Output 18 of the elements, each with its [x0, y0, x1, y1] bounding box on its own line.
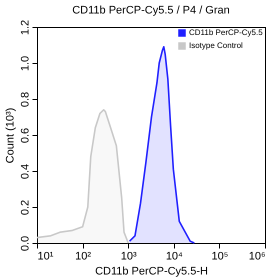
y-tick-label: 0.6 [20, 128, 32, 144]
y-tick-label: 1.2 [20, 20, 32, 36]
y-tick-label: 0.8 [20, 92, 32, 108]
y-tick-label: 0.2 [20, 200, 32, 216]
x-tick-label: 10³ [120, 250, 137, 262]
x-tick-label: 10⁶ [248, 250, 266, 262]
y-tick-label: 1.0 [20, 56, 32, 72]
legend-label: CD11b PerCP-Cy5.5 [189, 28, 264, 37]
x-tick-label: 10² [75, 250, 92, 262]
x-tick-label: 10¹ [38, 250, 54, 262]
y-axis-title: Count (10³) [4, 108, 16, 164]
y-tick-label: 0.0 [20, 236, 32, 252]
y-tick-label: 0.4 [20, 164, 32, 180]
chart-title: CD11b PerCP-Cy5.5 / P4 / Gran [72, 4, 230, 16]
x-tick-label: 10⁴ [166, 250, 184, 262]
x-tick-label: 10⁵ [212, 250, 228, 262]
x-axis-title: CD11b PerCP-Cy5.5-H [95, 266, 208, 278]
legend-label: Isotype Control [189, 41, 244, 50]
